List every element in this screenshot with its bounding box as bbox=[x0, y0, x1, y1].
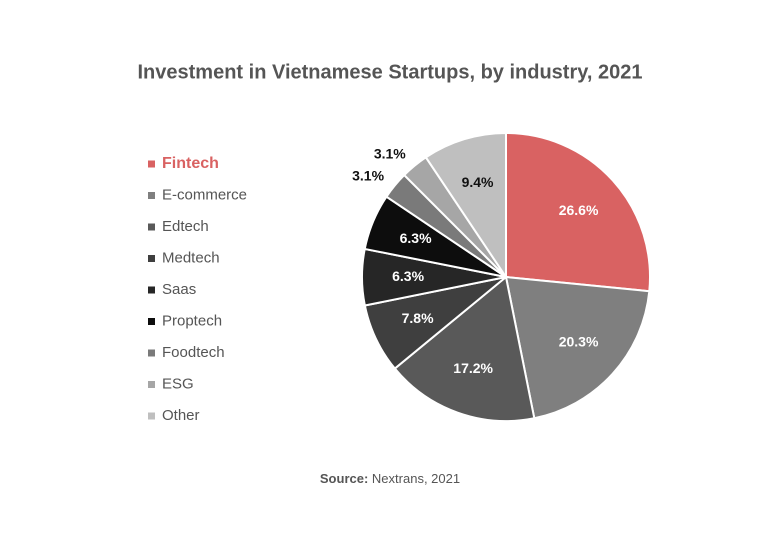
data-label: 6.3% bbox=[392, 268, 424, 284]
data-label: 6.3% bbox=[400, 230, 432, 246]
legend-label: Medtech bbox=[162, 249, 220, 266]
pie-slice bbox=[505, 131, 651, 293]
legend-swatch bbox=[148, 349, 155, 357]
pie-slice bbox=[424, 131, 507, 281]
data-label: 9.4% bbox=[462, 174, 494, 190]
legend-swatch bbox=[148, 381, 155, 388]
legend-label: Other bbox=[162, 407, 200, 424]
legend-label: Foodtech bbox=[162, 344, 225, 361]
chart-title: Investment in Vietnamese Startups, by in… bbox=[138, 61, 643, 83]
data-label: 17.2% bbox=[453, 360, 493, 376]
source-label: Source: bbox=[320, 471, 368, 486]
legend-label: Saas bbox=[162, 281, 196, 298]
pie-slice bbox=[393, 275, 536, 422]
legend-swatch bbox=[148, 192, 155, 199]
legend-label: Edtech bbox=[162, 218, 209, 235]
legend-label: E-commerce bbox=[162, 186, 247, 203]
legend-swatch bbox=[148, 160, 155, 168]
data-label: 7.8% bbox=[402, 310, 434, 326]
legend-swatch bbox=[148, 223, 155, 231]
data-label: 20.3% bbox=[559, 333, 599, 349]
pie-slice bbox=[504, 275, 651, 420]
data-label: 26.6% bbox=[559, 202, 599, 218]
legend-swatch bbox=[148, 255, 155, 262]
legend-label: ESG bbox=[162, 375, 194, 392]
legend-label: Fintech bbox=[162, 155, 219, 172]
legend-label: Proptech bbox=[162, 312, 222, 329]
data-label: 3.1% bbox=[374, 146, 406, 162]
legend-swatch bbox=[148, 412, 155, 420]
source-text: Nextrans, 2021 bbox=[372, 471, 460, 486]
legend-swatch bbox=[148, 286, 155, 294]
legend-swatch bbox=[148, 318, 155, 325]
source: Source: Nextrans, 2021 bbox=[320, 471, 460, 486]
data-label: 3.1% bbox=[352, 167, 384, 183]
